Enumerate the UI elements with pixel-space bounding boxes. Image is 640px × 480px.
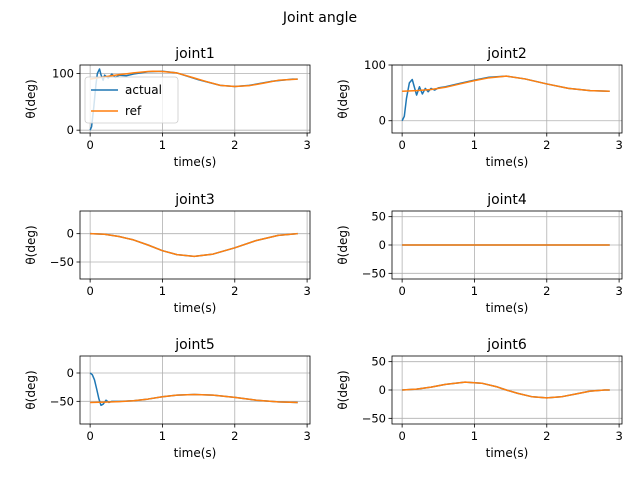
y-tick-label: −50 xyxy=(362,411,386,425)
series-line-ref xyxy=(90,70,298,88)
x-tick-label: 0 xyxy=(86,284,93,298)
subplot-title: joint1 xyxy=(174,46,215,62)
y-axis-label: θ(deg) xyxy=(336,225,350,264)
y-tick-label: −50 xyxy=(362,266,386,280)
subplot-title: joint3 xyxy=(174,192,215,208)
y-tick-label: 100 xyxy=(364,58,386,72)
y-tick-label: 0 xyxy=(379,383,386,397)
x-tick-label: 3 xyxy=(303,429,310,443)
x-tick-label: 1 xyxy=(159,429,166,443)
x-tick-label: 1 xyxy=(471,429,478,443)
x-tick-label: 2 xyxy=(231,138,238,152)
y-tick-label: 0 xyxy=(379,114,386,128)
x-tick-label: 0 xyxy=(398,284,405,298)
x-tick-label: 2 xyxy=(543,429,550,443)
x-tick-label: 0 xyxy=(86,138,93,152)
y-tick-label: −50 xyxy=(50,255,74,269)
x-tick-label: 3 xyxy=(615,138,622,152)
subplot-title: joint5 xyxy=(174,337,215,353)
x-tick-label: 1 xyxy=(159,284,166,298)
y-tick-label: 0 xyxy=(67,227,74,241)
series-line-ref xyxy=(402,381,610,399)
panel-joint5: 0 1 2 3 −50 0 joint5 time(s) θ(deg) xyxy=(24,337,311,460)
y-axis-label: θ(deg) xyxy=(336,370,350,409)
legend: actual ref xyxy=(84,76,179,124)
x-tick-label: 2 xyxy=(543,284,550,298)
y-axis-label: θ(deg) xyxy=(24,225,38,264)
y-axis-label: θ(deg) xyxy=(24,370,38,409)
legend-label: actual xyxy=(125,83,162,97)
y-tick-label: 0 xyxy=(379,238,386,252)
panel-joint3: 0 1 2 3 −50 0 joint3 time(s) θ(deg) xyxy=(24,192,311,315)
x-axis-label: time(s) xyxy=(174,446,217,460)
x-tick-label: 3 xyxy=(303,138,310,152)
axes-frame xyxy=(79,64,311,134)
x-tick-label: 0 xyxy=(86,429,93,443)
y-axis-label: θ(deg) xyxy=(24,79,38,118)
x-tick-label: 1 xyxy=(471,284,478,298)
axes-frame xyxy=(391,64,623,134)
x-axis-label: time(s) xyxy=(174,155,217,169)
x-tick-label: 2 xyxy=(231,284,238,298)
series-line-ref xyxy=(90,393,298,404)
x-tick-label: 3 xyxy=(303,284,310,298)
x-tick-label: 0 xyxy=(398,429,405,443)
y-tick-label: 100 xyxy=(52,67,74,81)
panel-joint1: 0 1 2 3 0 100 joint1 time(s) θ(deg) actual ref xyxy=(24,46,311,169)
x-tick-label: 2 xyxy=(543,138,550,152)
subplot-title: joint6 xyxy=(486,337,527,353)
x-axis-label: time(s) xyxy=(174,301,217,315)
axes-frame xyxy=(79,355,311,425)
subplot-title: joint4 xyxy=(486,192,527,208)
panel-joint2: 0 1 2 3 0 100 joint2 time(s) θ(deg) xyxy=(336,46,623,169)
axes-frame xyxy=(79,210,311,280)
series-line-ref xyxy=(402,75,610,92)
series-line-actual xyxy=(401,75,610,122)
panel-joint6: 0 1 2 3 −50 0 50 joint6 time(s) θ(deg) xyxy=(336,337,623,460)
x-tick-label: 0 xyxy=(398,138,405,152)
y-tick-label: 50 xyxy=(371,210,386,224)
x-tick-label: 1 xyxy=(159,138,166,152)
y-tick-label: 0 xyxy=(67,123,74,137)
y-axis-label: θ(deg) xyxy=(336,79,350,118)
series-line-ref xyxy=(90,232,298,258)
y-tick-label: 50 xyxy=(371,355,386,369)
y-tick-label: 0 xyxy=(67,366,74,380)
x-axis-label: time(s) xyxy=(486,446,529,460)
x-tick-label: 3 xyxy=(615,429,622,443)
x-tick-label: 1 xyxy=(471,138,478,152)
subplot-title: joint2 xyxy=(486,46,527,62)
x-axis-label: time(s) xyxy=(486,301,529,315)
panel-joint4: 0 1 2 3 −50 0 50 joint4 time(s) θ(deg) xyxy=(336,192,623,315)
x-tick-label: 2 xyxy=(231,429,238,443)
figure-title: Joint angle xyxy=(282,10,357,26)
x-axis-label: time(s) xyxy=(486,155,529,169)
y-tick-label: −50 xyxy=(50,394,74,408)
legend-label: ref xyxy=(125,104,142,118)
x-tick-label: 3 xyxy=(615,284,622,298)
